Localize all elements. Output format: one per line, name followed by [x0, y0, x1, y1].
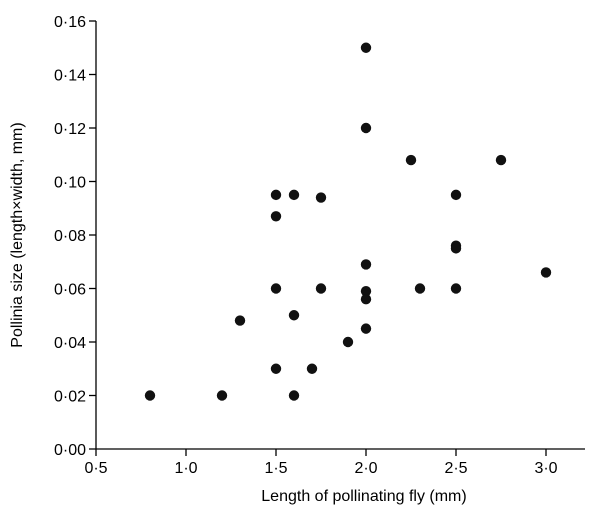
data-point	[270, 283, 282, 294]
data-point	[360, 323, 372, 334]
x-axis-label: Length of pollinating fly (mm)	[261, 488, 466, 505]
y-tick-label: 0·02	[54, 389, 86, 406]
data-point	[234, 315, 246, 326]
x-tick-label: 0·5	[84, 460, 107, 477]
x-tick-label: 2·0	[354, 460, 377, 477]
x-tick-label: 3·0	[534, 460, 557, 477]
data-point	[288, 390, 300, 401]
data-point	[360, 259, 372, 270]
data-point	[270, 363, 282, 374]
x-tick-label: 1·5	[264, 460, 287, 477]
data-point	[288, 189, 300, 201]
data-points	[144, 42, 552, 401]
data-point	[288, 310, 300, 321]
data-point	[270, 189, 282, 201]
data-point	[495, 154, 507, 166]
y-tick-label: 0·06	[54, 282, 86, 299]
data-point	[216, 390, 228, 401]
x-ticks: 0·5 1·0 1·5 2·0 2·5 3·0	[84, 449, 558, 477]
y-ticks: 0·00 0·02 0·04 0·06 0·08 0·10 0·12 0·14 0·16	[54, 14, 96, 459]
x-tick-label: 1·0	[174, 460, 197, 477]
data-point	[360, 294, 372, 305]
y-tick-label: 0·16	[54, 14, 86, 31]
data-point	[540, 267, 552, 278]
y-tick-label: 0·04	[54, 335, 86, 352]
data-point	[450, 283, 462, 294]
data-point	[450, 189, 462, 201]
data-point	[405, 154, 417, 166]
data-point	[315, 283, 327, 294]
data-point	[270, 211, 282, 222]
y-tick-label: 0·08	[54, 228, 86, 245]
data-point	[360, 122, 372, 134]
y-tick-label: 0·12	[54, 121, 86, 138]
y-tick-label: 0·14	[54, 68, 86, 85]
y-tick-label: 0·00	[54, 442, 86, 459]
data-point	[414, 283, 426, 294]
data-point	[306, 363, 318, 374]
data-point	[342, 336, 354, 348]
x-tick-label: 2·5	[444, 460, 467, 477]
y-axis-label: Pollinia size (length×width, mm)	[9, 122, 26, 347]
y-tick-label: 0·10	[54, 175, 86, 192]
data-point	[450, 243, 462, 254]
data-point	[360, 285, 372, 297]
data-point	[315, 192, 327, 203]
data-point	[360, 42, 372, 53]
data-point	[144, 390, 156, 401]
